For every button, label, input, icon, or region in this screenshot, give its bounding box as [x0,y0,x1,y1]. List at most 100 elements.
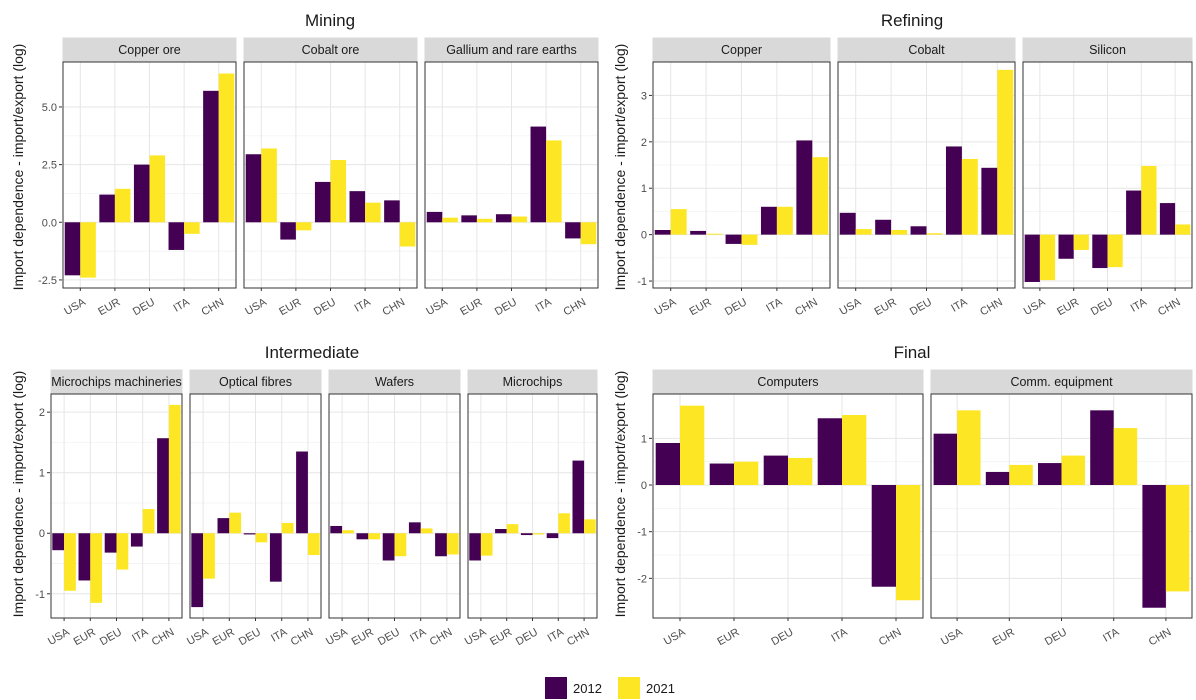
bar-2021 [1009,464,1033,485]
bar-2012 [426,211,443,223]
x-tick-label: ITA [352,296,373,315]
bar-2021 [446,533,459,555]
bar-2012 [245,154,262,223]
bar-2021 [580,222,597,245]
x-tick-label: USA [46,626,72,648]
bar-2012 [709,463,734,485]
bar-2021 [307,533,320,556]
bar-2021 [142,509,155,534]
section-final: Final Import dependence - import/export (… [612,343,1193,649]
y-tick-label: 0 [641,230,647,242]
facet-panel: Cobalt ore USA EUR DEU ITA CHN [243,37,418,319]
facet-panel: Microchips USA EUR DEU ITA CHN [463,369,598,649]
facet-strip [424,37,599,63]
bar-2012 [99,194,115,223]
bar-2012 [384,200,400,223]
bar-2021 [926,233,943,235]
bar-2021 [203,533,215,579]
bar-2012 [495,529,507,534]
bar-2021 [149,155,166,223]
bar-2012 [725,234,742,244]
bar-2021 [80,222,96,278]
bar-2021 [891,229,908,235]
bar-2012 [52,533,65,551]
bar-2012 [382,533,395,561]
x-tick-label: USA [185,626,211,648]
bar-2012 [296,451,308,534]
bar-2021 [480,533,493,556]
bar-2012 [933,433,958,485]
bar-2012 [985,471,1010,485]
bar-2021 [342,530,354,534]
bar-2012 [796,140,813,235]
x-tick-label: USA [62,296,88,318]
bar-2012 [217,518,230,534]
y-tick-label: 1 [39,468,45,480]
x-tick-label: EUR [872,296,898,318]
y-tick-label: -2 [637,573,647,585]
y-tick-label: 1 [641,433,647,445]
y-tick-label: 0 [641,480,647,492]
bar-2021 [114,188,131,223]
x-tick-label: DEU [493,296,519,318]
x-tick-label: ITA [829,626,850,645]
bar-2012 [314,181,331,223]
x-tick-label: EUR [277,296,303,318]
x-tick-label: EUR [458,296,484,318]
bar-2021 [506,524,519,534]
x-tick-label: DEU [98,626,124,648]
bar-2021 [281,522,294,534]
x-tick-label: USA [1022,296,1048,318]
bar-2012 [133,164,150,223]
bar-2021 [896,485,921,601]
bar-2012 [690,230,707,235]
x-tick-label: EUR [715,626,741,648]
x-tick-label: EUR [96,296,122,318]
bar-2021 [842,415,867,485]
facet-label: Gallium and rare earths [446,43,577,57]
x-tick-label: ITA [764,296,785,315]
y-axis-label: Import dependence - import/export (log) [612,371,628,618]
y-tick-label: 2 [641,137,647,149]
bar-2021 [116,533,129,570]
bar-2012 [817,418,842,485]
facet-panel: Computers USA EUR DEU ITA CHN [652,369,924,649]
facet-panel: Comm. equipment USA EUR DEU ITA CHN [930,369,1193,649]
bar-2021 [1073,234,1089,250]
bar-2012 [191,533,204,608]
bar-2012 [349,191,366,223]
bar-2012 [945,146,962,235]
bar-2021 [511,216,528,223]
bar-2012 [408,522,421,534]
bar-2012 [871,485,896,587]
x-tick-label: USA [939,626,965,648]
x-tick-label: EUR [350,626,376,648]
x-tick-label: DEU [376,626,402,648]
bar-2012 [875,219,892,235]
bar-2012 [330,525,343,534]
y-tick-label: 0.0 [42,217,57,229]
facet-strip [652,369,924,395]
bar-2012 [64,222,81,276]
y-axis-label: Import dependence - import/export (log) [10,44,26,291]
bar-2012 [572,460,585,534]
x-tick-label: CHN [200,296,227,318]
bar-2012 [1024,234,1040,282]
section-title: Final [894,343,931,362]
x-tick-label: CHN [428,626,455,648]
bar-2012 [1090,410,1114,485]
facet-label: Cobalt [908,43,945,57]
facet-panel: Copper USA EUR DEU ITA CHN [652,37,831,319]
facet-strip [1022,37,1193,63]
x-tick-label: CHN [289,626,316,648]
bar-2012 [356,533,369,540]
bar-2021 [442,217,458,223]
bar-2021 [168,404,181,534]
x-tick-label: ITA [1101,626,1122,645]
bar-2021 [255,533,268,543]
facet-panel: Optical fibres USA EUR DEU ITA CHN [185,369,322,649]
facet-strip [467,369,598,395]
bar-2021 [1175,224,1191,235]
facet-panel: Microchips machineries USA EUR DEU ITA CHN [46,369,183,649]
x-tick-label: ITA [1129,296,1150,315]
